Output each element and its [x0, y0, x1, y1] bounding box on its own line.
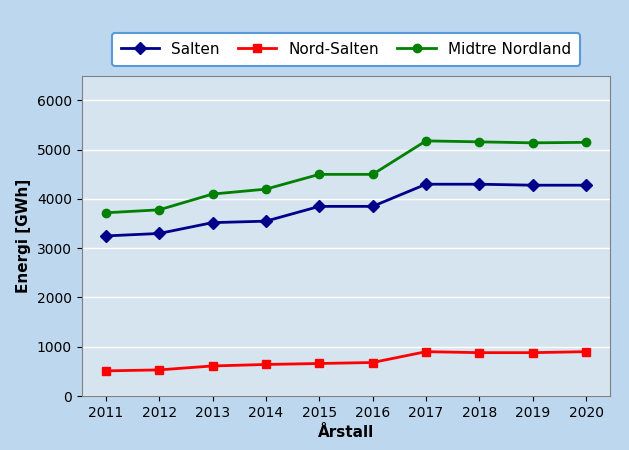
Nord-Salten — [209, 363, 216, 369]
Midtre Nordland — [529, 140, 537, 145]
Salten — [316, 204, 323, 209]
Midtre Nordland — [476, 139, 483, 144]
Midtre Nordland — [369, 171, 376, 177]
Line: Nord-Salten: Nord-Salten — [102, 347, 590, 375]
Salten — [262, 218, 270, 224]
Midtre Nordland — [155, 207, 163, 212]
Midtre Nordland — [422, 138, 430, 144]
Salten — [476, 181, 483, 187]
Nord-Salten — [262, 362, 270, 367]
Nord-Salten — [582, 349, 590, 354]
Salten — [422, 181, 430, 187]
Y-axis label: Energi [GWh]: Energi [GWh] — [16, 179, 31, 293]
Midtre Nordland — [316, 171, 323, 177]
Nord-Salten — [102, 368, 109, 373]
Salten — [369, 204, 376, 209]
Nord-Salten — [422, 349, 430, 354]
Nord-Salten — [369, 360, 376, 365]
X-axis label: Årstall: Årstall — [318, 425, 374, 440]
Line: Salten: Salten — [102, 180, 590, 240]
Legend: Salten, Nord-Salten, Midtre Nordland: Salten, Nord-Salten, Midtre Nordland — [112, 32, 580, 66]
Nord-Salten — [529, 350, 537, 356]
Midtre Nordland — [102, 210, 109, 216]
Midtre Nordland — [262, 186, 270, 192]
Midtre Nordland — [582, 140, 590, 145]
Nord-Salten — [476, 350, 483, 356]
Nord-Salten — [155, 367, 163, 373]
Midtre Nordland — [209, 191, 216, 197]
Nord-Salten — [316, 361, 323, 366]
Salten — [582, 183, 590, 188]
Salten — [529, 183, 537, 188]
Line: Midtre Nordland: Midtre Nordland — [102, 137, 590, 217]
Salten — [209, 220, 216, 225]
Salten — [155, 231, 163, 236]
Salten — [102, 233, 109, 238]
